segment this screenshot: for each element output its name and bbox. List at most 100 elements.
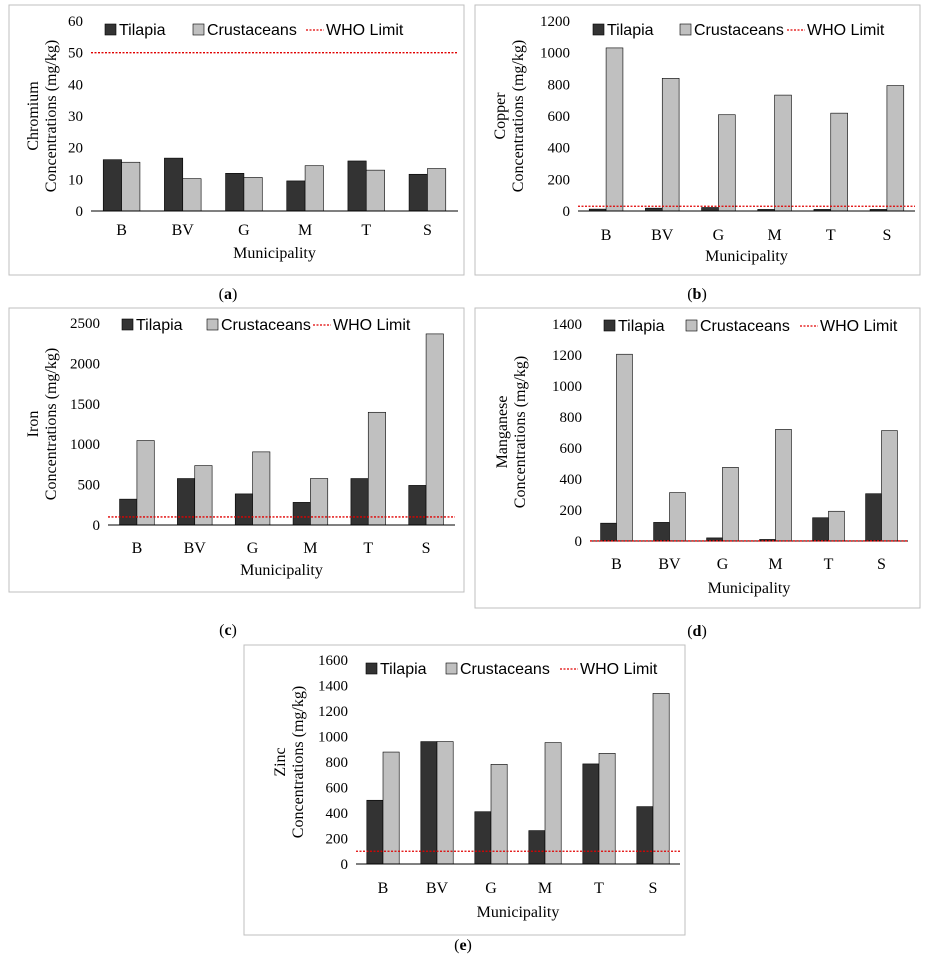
bar-tilapia-T (350, 478, 369, 526)
legend-label-tilapia: Tilapia (119, 22, 166, 39)
bar-tilapia-B (600, 522, 617, 542)
bar-crustaceans-T (830, 112, 848, 212)
panel-letter: d (693, 623, 702, 640)
chart-frame (474, 307, 921, 609)
x-tick-label: B (132, 540, 143, 557)
y-tick-label: 1000 (540, 46, 570, 62)
bar-crustaceans-T (365, 169, 385, 212)
y-tick-label: 400 (560, 472, 583, 488)
y-tick-label: 600 (326, 781, 349, 797)
y-axis-title-line2: Concentrations (mg/kg) (510, 40, 527, 192)
y-axis-title: IronConcentrations (mg/kg) (25, 348, 60, 500)
y-axis-title-line2: Concentrations (mg/kg) (43, 348, 60, 500)
y-tick-label: 1200 (318, 704, 348, 720)
y-axis-title-line1: Chromium (25, 81, 42, 151)
panel-label: (d) (687, 623, 707, 640)
panel-label: (c) (219, 622, 237, 639)
bar-crustaceans-B (382, 751, 400, 865)
y-tick-label: 600 (560, 441, 583, 457)
bar-crustaceans-T (598, 753, 616, 865)
bar-tilapia-G (701, 207, 719, 212)
legend-label-who-limit: WHO Limit (326, 22, 404, 39)
x-tick-label: T (361, 222, 371, 239)
legend-label-who-limit: WHO Limit (333, 317, 411, 334)
bar-tilapia-B (366, 799, 384, 865)
bar-tilapia-G (234, 493, 253, 526)
bar-crustaceans-BV (436, 741, 454, 865)
bar-crustaceans-S (886, 85, 905, 212)
y-axis-title-line1: Zinc (272, 747, 289, 776)
x-tick-label: BV (426, 880, 449, 897)
x-tick-label: S (423, 222, 432, 239)
y-tick-label: 0 (341, 857, 349, 873)
chart-panel-c: 0 500 1000 1500 2000 2500 B BV G M T S IronConcentra… (8, 307, 465, 639)
x-tick-label: M (767, 227, 781, 244)
panel-letter: e (459, 937, 466, 954)
bar-crustaceans-S (425, 333, 444, 526)
y-tick-label: 40 (68, 77, 83, 93)
x-tick-label: T (826, 227, 836, 244)
bar-crustaceans-G (243, 177, 263, 212)
x-tick-label: S (882, 227, 891, 244)
bar-tilapia-B (102, 159, 122, 212)
y-tick-label: 200 (560, 503, 583, 519)
y-tick-label: 1200 (540, 14, 570, 30)
chart-panel-e: 0 200 400 600 800 1000 1200 1400 1600 B BV G M T S Zinc… (243, 644, 686, 954)
legend-swatch-tilapia (603, 319, 616, 332)
y-axis-title-line1: Copper (492, 92, 509, 140)
chart-panel-a: 0 10 20 30 40 50 60 B BV G M T S ChromiumConcentratio… (8, 4, 465, 303)
bar-crustaceans-B (616, 353, 633, 542)
y-tick-label: 0 (76, 204, 84, 220)
bar-crustaceans-T (828, 510, 845, 542)
bar-tilapia-BV (653, 522, 670, 542)
bar-tilapia-BV (177, 478, 196, 526)
panel-letter: b (693, 286, 702, 303)
bar-crustaceans-G (722, 467, 739, 542)
x-axis-title: Municipality (708, 580, 791, 597)
y-tick-label: 0 (563, 204, 571, 220)
bar-tilapia-S (408, 485, 427, 526)
x-tick-label: BV (172, 222, 195, 239)
legend-label-who-limit: WHO Limit (580, 661, 658, 678)
y-axis-title: ManganeseConcentrations (mg/kg) (494, 356, 529, 508)
y-tick-label: 200 (548, 172, 571, 188)
panel-label: (e) (454, 937, 472, 954)
y-tick-label: 400 (326, 806, 349, 822)
y-tick-label: 1000 (318, 730, 348, 746)
bar-crustaceans-B (605, 47, 624, 212)
bar-tilapia-S (865, 493, 882, 542)
legend-swatch-crustaceans (445, 662, 458, 675)
bar-tilapia-M (286, 180, 306, 212)
bar-crustaceans-G (718, 114, 736, 212)
bar-tilapia-T (812, 517, 829, 542)
legend-label-tilapia: Tilapia (380, 661, 427, 678)
x-tick-label: B (116, 222, 127, 239)
y-tick-label: 20 (68, 141, 83, 157)
y-tick-label: 200 (326, 832, 349, 848)
y-axis-title: CopperConcentrations (mg/kg) (492, 40, 527, 192)
bar-tilapia-G (474, 811, 492, 865)
y-tick-label: 1400 (552, 317, 582, 333)
x-axis-title: Municipality (477, 904, 560, 921)
panel-label: (a) (219, 286, 238, 303)
y-axis-title: ChromiumConcentrations (mg/kg) (25, 40, 60, 192)
y-tick-label: 400 (548, 141, 571, 157)
y-tick-label: 600 (548, 109, 571, 125)
bar-crustaceans-M (310, 478, 329, 526)
x-tick-label: G (238, 222, 250, 239)
legend-label-who-limit: WHO Limit (820, 318, 898, 335)
x-tick-label: B (601, 227, 612, 244)
x-tick-label: B (611, 556, 622, 573)
legend-swatch-tilapia (104, 23, 117, 36)
x-tick-label: M (768, 556, 782, 573)
bar-tilapia-G (225, 173, 245, 212)
legend-swatch-tilapia (121, 318, 134, 331)
bar-crustaceans-M (775, 429, 792, 542)
legend-swatch-crustaceans (679, 23, 692, 36)
x-axis-title: Municipality (240, 562, 323, 579)
bar-crustaceans-G (252, 451, 271, 526)
y-axis-title-line2: Concentrations (mg/kg) (290, 686, 307, 838)
bar-crustaceans-G (490, 763, 508, 865)
x-axis-title: Municipality (233, 245, 316, 262)
bar-crustaceans-S (427, 168, 447, 212)
